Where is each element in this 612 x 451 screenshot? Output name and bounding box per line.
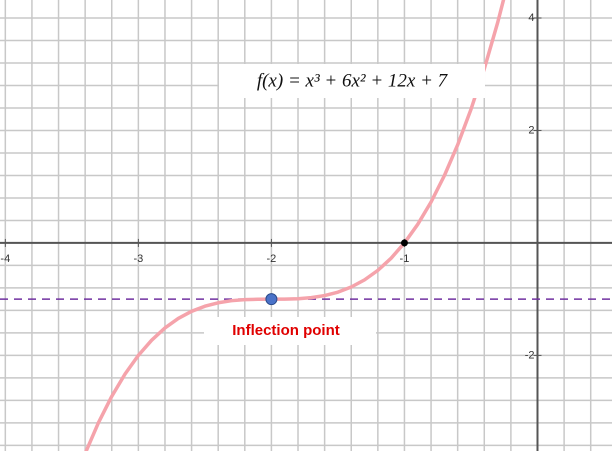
- point: [400, 239, 408, 247]
- inflection-box: [204, 317, 376, 345]
- x-tick-label: -3: [133, 253, 143, 265]
- formula-box: [219, 64, 485, 98]
- point: [265, 293, 278, 306]
- inflection-label: Inflection point: [232, 322, 339, 339]
- points: [265, 239, 408, 306]
- curve: [84, 0, 506, 451]
- formula: f(x) = x³ + 6x² + 12x + 7: [257, 70, 449, 91]
- y-tick-label: 4: [528, 12, 534, 24]
- x-tick-label: -1: [400, 253, 410, 265]
- y-tick-label: 2: [528, 124, 534, 136]
- x-tick-label: -2: [267, 253, 277, 265]
- x-tick-label: -4: [0, 253, 10, 265]
- y-tick-label: -2: [525, 349, 535, 361]
